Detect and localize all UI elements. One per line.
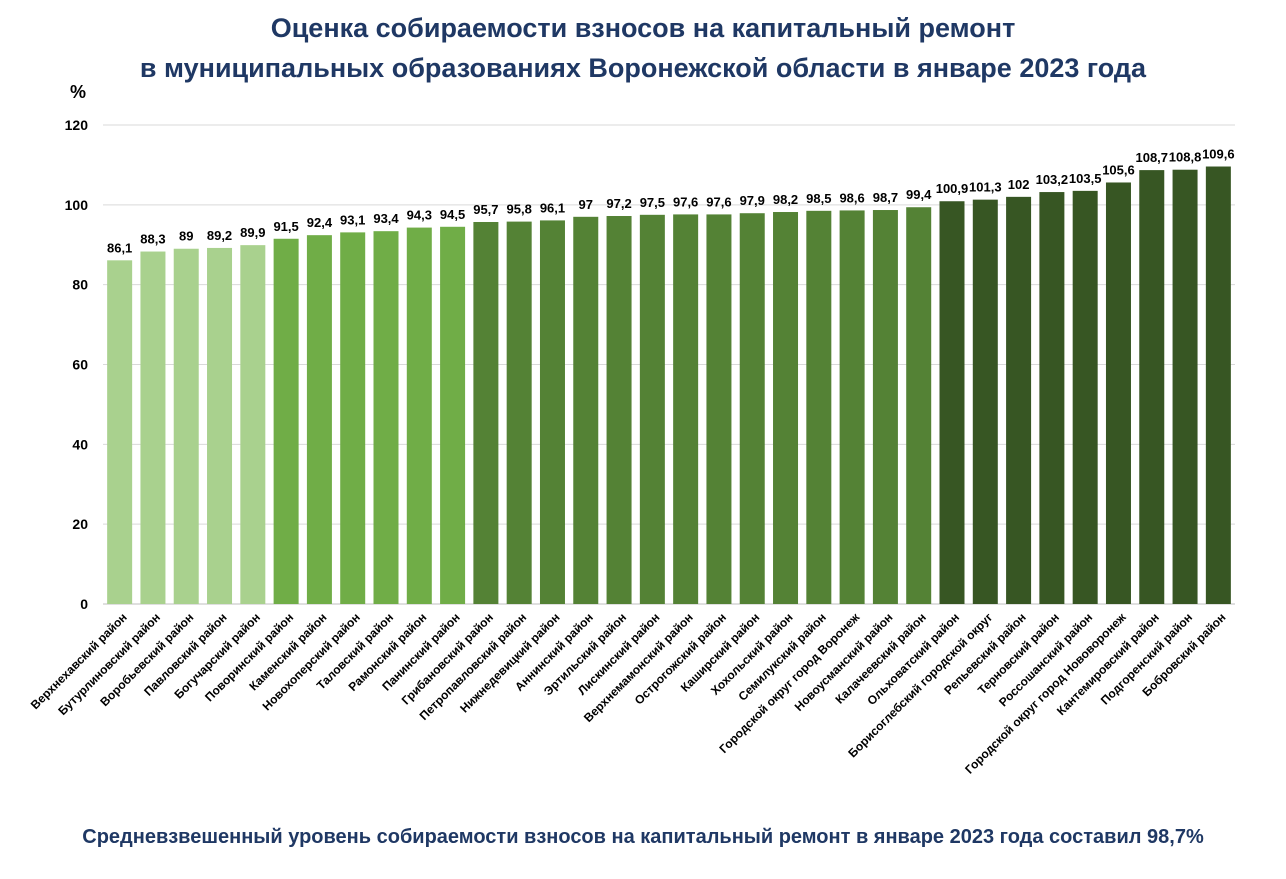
bar [1039, 192, 1065, 604]
bar [539, 220, 565, 605]
bar-value-label: 98,2 [773, 192, 798, 207]
bar [373, 231, 399, 604]
bar [939, 201, 965, 604]
y-tick-label: 120 [65, 117, 89, 133]
bar-value-label: 96,1 [540, 200, 565, 215]
y-axis-label: % [70, 82, 86, 102]
bar [406, 227, 432, 605]
bar [306, 235, 332, 605]
bar [573, 216, 599, 604]
bar-value-label: 108,8 [1169, 150, 1202, 165]
bar-value-label: 94,3 [407, 208, 432, 223]
bar [1139, 170, 1165, 604]
bar [972, 199, 998, 604]
bar-value-label: 97 [579, 197, 593, 212]
bar [906, 207, 932, 604]
bar-value-label: 95,8 [507, 202, 532, 217]
bar [473, 221, 499, 604]
bar-value-label: 108,7 [1135, 150, 1168, 165]
bar-value-label: 97,5 [640, 195, 665, 210]
y-tick-label: 60 [72, 357, 88, 373]
bar-value-label: 92,4 [307, 215, 333, 230]
bar-value-label: 89,2 [207, 228, 232, 243]
bar-value-label: 99,4 [906, 187, 932, 202]
bar-value-label: 103,2 [1036, 172, 1069, 187]
weighted-average-note: Средневзвешенный уровень собираемости вз… [82, 826, 1204, 848]
bar [340, 232, 366, 604]
bar [806, 210, 832, 604]
bar-value-label: 88,3 [140, 232, 165, 247]
bar-value-label: 97,9 [740, 193, 765, 208]
bar-value-label: 101,3 [969, 180, 1002, 195]
bar [1072, 190, 1098, 605]
bar [773, 212, 799, 605]
bar [673, 214, 699, 604]
bar-value-label: 109,6 [1202, 147, 1235, 162]
y-tick-label: 80 [72, 277, 88, 293]
bar-value-label: 86,1 [107, 240, 132, 255]
bar-value-label: 98,7 [873, 190, 898, 205]
bar [606, 216, 632, 604]
bar [1105, 182, 1131, 605]
bar-value-label: 97,6 [706, 194, 731, 209]
bar [739, 213, 765, 605]
bar [440, 226, 466, 604]
bar-value-label: 98,5 [806, 191, 831, 206]
chart-title-line-2: в муниципальных образованиях Воронежской… [139, 53, 1147, 83]
bar [839, 210, 865, 604]
bar-value-label: 91,5 [273, 219, 298, 234]
bar [140, 251, 166, 604]
bar-value-label: 103,5 [1069, 171, 1102, 186]
y-tick-label: 40 [72, 436, 88, 452]
bar [1006, 196, 1032, 604]
y-tick-label: 100 [65, 197, 89, 213]
bar-value-label: 105,6 [1102, 162, 1135, 177]
bar [872, 210, 898, 604]
bar [1172, 169, 1198, 604]
y-tick-label: 0 [80, 596, 88, 612]
bar-value-label: 94,5 [440, 207, 465, 222]
bar-value-label: 95,7 [473, 202, 498, 217]
bar-value-label: 93,1 [340, 212, 365, 227]
bar-value-label: 97,2 [606, 196, 631, 211]
y-tick-label: 20 [72, 516, 88, 532]
bar-value-label: 89,9 [240, 225, 265, 240]
bar [240, 245, 266, 604]
bar [1205, 166, 1231, 604]
chart-title-line-1: Оценка собираемости взносов на капитальн… [270, 13, 1016, 43]
bar-value-label: 98,6 [839, 190, 864, 205]
bar [506, 221, 532, 604]
bar [173, 248, 199, 604]
bar-value-label: 89 [179, 229, 193, 244]
bar-value-label: 102 [1008, 177, 1030, 192]
bar [706, 214, 732, 604]
bar [639, 214, 665, 604]
bar [107, 260, 133, 604]
bar-value-label: 97,6 [673, 194, 698, 209]
bar-value-label: 100,9 [936, 181, 969, 196]
bar [207, 247, 233, 604]
bar [273, 238, 299, 604]
bar-value-label: 93,4 [373, 211, 399, 226]
